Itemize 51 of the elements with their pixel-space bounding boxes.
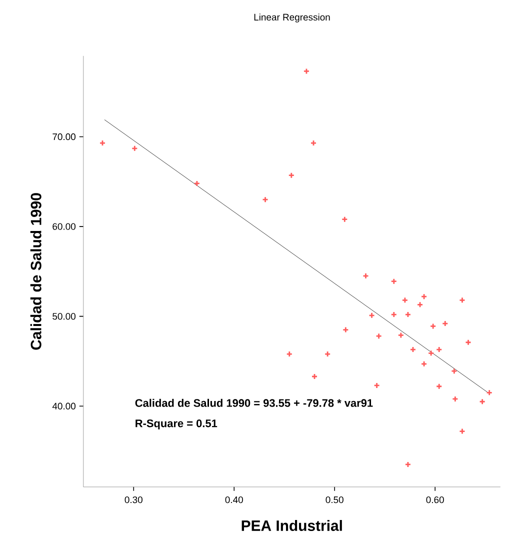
- point: [459, 428, 466, 434]
- point: [486, 389, 493, 396]
- point: [131, 145, 138, 152]
- point: [436, 346, 442, 353]
- y-tick-label: 70.00: [52, 133, 76, 140]
- point: [288, 172, 295, 179]
- point: [428, 350, 434, 356]
- point: [362, 272, 369, 280]
- y-axis-title: Calidad de Salud 1990: [30, 193, 42, 350]
- point: [303, 68, 310, 74]
- point: [452, 396, 458, 402]
- point: [416, 301, 424, 308]
- y-tick-label: 60.00: [52, 223, 76, 230]
- annotation: R-Square = 0.51: [136, 419, 218, 430]
- point: [390, 278, 398, 285]
- point: [402, 296, 408, 304]
- point: [450, 368, 458, 374]
- x-axis-title: PEA Industrial: [242, 520, 342, 531]
- point: [262, 196, 268, 203]
- point: [376, 332, 382, 340]
- point: [324, 350, 331, 358]
- point: [342, 326, 349, 333]
- point: [465, 339, 472, 346]
- point: [310, 140, 317, 146]
- point: [194, 180, 200, 187]
- point: [311, 373, 318, 380]
- y-tick-label: 40.00: [52, 402, 76, 410]
- point: [442, 320, 448, 327]
- point: [404, 311, 412, 318]
- point: [368, 312, 375, 319]
- x-tick-label: 0.60: [426, 496, 444, 504]
- point: [99, 140, 106, 146]
- point: [436, 383, 442, 390]
- point: [420, 293, 428, 300]
- point: [286, 350, 293, 358]
- point: [398, 332, 404, 338]
- point: [479, 398, 486, 405]
- point: [341, 216, 348, 223]
- point: [390, 311, 398, 318]
- annotation: Calidad de Salud 1990 = 93.55 + -79.78 * var91: [135, 398, 373, 407]
- point: [420, 360, 428, 368]
- x-tick-label: 0.50: [326, 496, 344, 504]
- point: [410, 346, 416, 353]
- point: [374, 382, 380, 389]
- x-tick-label: 0.40: [225, 496, 243, 504]
- point: [459, 296, 466, 304]
- point: [430, 323, 436, 330]
- point: [404, 461, 412, 468]
- y-tick-label: 50.00: [52, 312, 76, 320]
- chart-title: Linear Regression: [254, 14, 330, 22]
- x-tick-label: 0.30: [124, 496, 142, 504]
